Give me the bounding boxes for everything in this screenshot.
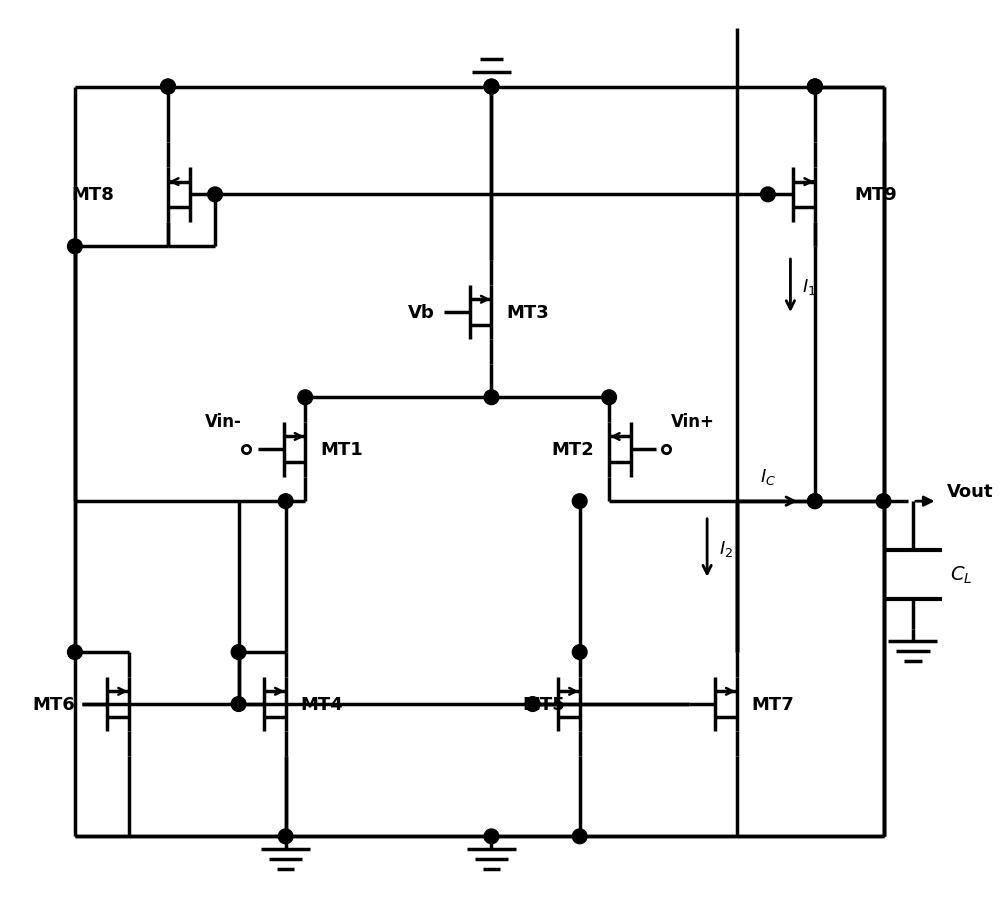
Text: Vin-: Vin- xyxy=(205,412,242,430)
Circle shape xyxy=(68,240,82,255)
Text: $I_1$: $I_1$ xyxy=(802,277,816,296)
Circle shape xyxy=(572,494,587,509)
Circle shape xyxy=(484,80,499,95)
Text: $I_2$: $I_2$ xyxy=(719,539,733,558)
Text: MT2: MT2 xyxy=(552,441,594,459)
Text: MT7: MT7 xyxy=(751,696,794,713)
Circle shape xyxy=(525,697,540,711)
Text: MT8: MT8 xyxy=(71,187,114,204)
Circle shape xyxy=(484,80,499,95)
Text: Vin+: Vin+ xyxy=(671,412,715,430)
Circle shape xyxy=(808,494,822,509)
Circle shape xyxy=(161,80,175,95)
Text: MT3: MT3 xyxy=(506,303,549,322)
Circle shape xyxy=(808,80,822,95)
Circle shape xyxy=(572,829,587,844)
Text: Vb: Vb xyxy=(408,303,435,322)
Circle shape xyxy=(876,494,891,509)
Text: Vout: Vout xyxy=(947,482,994,501)
Text: MT4: MT4 xyxy=(300,696,343,713)
Circle shape xyxy=(231,645,246,660)
Text: $C_L$: $C_L$ xyxy=(950,564,973,585)
Circle shape xyxy=(278,494,293,509)
Circle shape xyxy=(231,697,246,711)
Text: MT1: MT1 xyxy=(320,441,363,459)
Text: MT9: MT9 xyxy=(854,187,897,204)
Circle shape xyxy=(761,187,775,202)
Circle shape xyxy=(161,80,175,95)
Circle shape xyxy=(278,829,293,844)
Circle shape xyxy=(484,391,499,405)
Text: $I_C$: $I_C$ xyxy=(760,467,776,487)
Circle shape xyxy=(572,645,587,660)
Circle shape xyxy=(298,391,313,405)
Text: MT5: MT5 xyxy=(522,696,565,713)
Circle shape xyxy=(602,391,616,405)
Circle shape xyxy=(808,494,822,509)
Circle shape xyxy=(808,80,822,95)
Circle shape xyxy=(208,187,222,202)
Text: MT6: MT6 xyxy=(32,696,75,713)
Circle shape xyxy=(484,829,499,844)
Circle shape xyxy=(68,645,82,660)
Circle shape xyxy=(808,80,822,95)
